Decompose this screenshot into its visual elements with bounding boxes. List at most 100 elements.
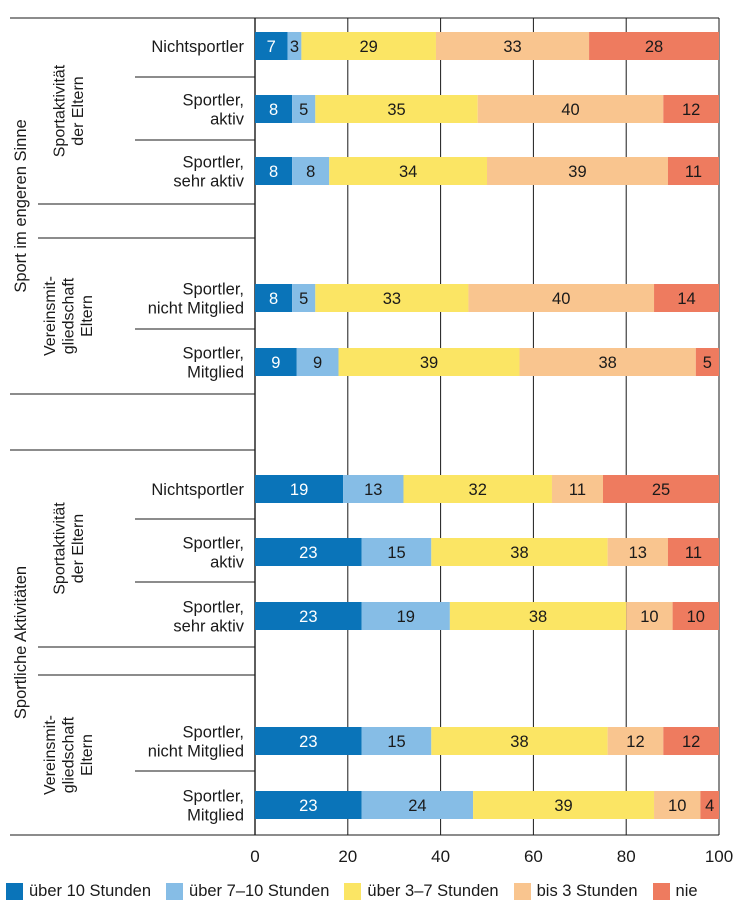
bar-segment bbox=[361, 791, 474, 819]
bar-segment bbox=[672, 602, 719, 630]
data-label: 32 bbox=[469, 481, 487, 499]
row-label: Nichtsportler bbox=[151, 481, 244, 499]
bar-segment bbox=[296, 348, 339, 376]
data-label: 4 bbox=[705, 797, 714, 815]
section-label-line: Sportliche Aktivitäten bbox=[12, 566, 30, 719]
data-label: 9 bbox=[271, 354, 280, 372]
bar-segment bbox=[255, 727, 362, 755]
bar-segment bbox=[255, 602, 362, 630]
bar-segment bbox=[700, 791, 719, 819]
legend-swatch bbox=[166, 882, 184, 900]
group-label-line: Sportaktivität bbox=[51, 502, 68, 595]
data-label: 10 bbox=[687, 608, 705, 626]
stacked-bar-chart: 0 20 40 60 80 100 Sport im engeren Sinne Sporta… bbox=[10, 17, 733, 866]
legend-swatch bbox=[652, 882, 670, 900]
section-label-line: Sport im engeren Sinne bbox=[12, 119, 30, 292]
data-label: 40 bbox=[552, 290, 570, 308]
row-label-line: Sportler, bbox=[183, 534, 244, 552]
legend-swatch bbox=[513, 882, 531, 900]
row-label-line: Sportler, bbox=[183, 280, 244, 298]
data-label: 23 bbox=[299, 608, 317, 626]
row-label: Sportler, sehr aktiv bbox=[173, 598, 244, 635]
bar-segment bbox=[551, 475, 603, 503]
bar-segment bbox=[626, 602, 673, 630]
data-label: 5 bbox=[299, 101, 308, 119]
bar-segment bbox=[477, 95, 664, 123]
row-label-line: Sportler, bbox=[183, 344, 244, 362]
group-label-line: der Eltern bbox=[70, 76, 87, 145]
bar-segment bbox=[292, 284, 316, 312]
row-label-line: nicht Mitglied bbox=[148, 742, 244, 760]
data-label: 33 bbox=[383, 290, 401, 308]
bar-segment bbox=[695, 348, 719, 376]
data-label: 5 bbox=[299, 290, 308, 308]
row-label: Sportler, nicht Mitglied bbox=[148, 723, 244, 760]
bar-segment bbox=[255, 95, 293, 123]
bar-segment bbox=[361, 727, 432, 755]
bar-segment bbox=[292, 157, 330, 185]
bar-segment bbox=[338, 348, 520, 376]
bar-segment bbox=[343, 475, 404, 503]
data-label: 8 bbox=[306, 163, 315, 181]
bar-segment bbox=[255, 538, 362, 566]
bar-segment bbox=[654, 284, 719, 312]
data-label: 8 bbox=[269, 290, 278, 308]
bar-segment bbox=[301, 32, 436, 60]
data-label: 33 bbox=[503, 38, 521, 56]
legend-label: über 7–10 Stunden bbox=[189, 881, 330, 900]
group-label: Sportaktivitätder Eltern bbox=[51, 64, 86, 157]
bar-segment bbox=[468, 284, 655, 312]
data-label: 19 bbox=[290, 481, 308, 499]
data-label: 10 bbox=[640, 608, 658, 626]
bar-segment bbox=[487, 157, 668, 185]
bar-segment bbox=[667, 538, 719, 566]
group-label-line: Vereinsmit- bbox=[42, 276, 59, 356]
bar-segment bbox=[431, 538, 608, 566]
data-label: 14 bbox=[677, 290, 695, 308]
legend-item: bis 3 Stunden bbox=[513, 881, 638, 901]
x-tick-label: 100 bbox=[705, 847, 733, 866]
legend-swatch bbox=[344, 882, 362, 900]
legend-label: über 3–7 Stunden bbox=[367, 881, 499, 900]
bar-segment bbox=[607, 727, 664, 755]
data-label: 23 bbox=[299, 544, 317, 562]
bar-segment bbox=[255, 791, 362, 819]
data-label: 38 bbox=[510, 544, 528, 562]
row-label: Sportler, aktiv bbox=[183, 534, 245, 571]
row-label-line: Sportler, bbox=[183, 787, 244, 805]
data-label: 35 bbox=[387, 101, 405, 119]
row-label-line: Mitglied bbox=[187, 363, 244, 381]
data-label: 11 bbox=[569, 481, 586, 499]
group-label: Vereinsmit-gliedschaftEltern bbox=[42, 715, 96, 795]
bar-segment bbox=[473, 791, 655, 819]
row-label-line: Sportler, bbox=[183, 91, 244, 109]
legend-label: nie bbox=[675, 881, 698, 900]
row-label-line: nicht Mitglied bbox=[148, 299, 244, 317]
bar-segment bbox=[315, 284, 469, 312]
group-label: Vereinsmit-gliedschaftEltern bbox=[42, 276, 96, 356]
group-label-line: der Eltern bbox=[70, 514, 87, 583]
bar-segment bbox=[329, 157, 487, 185]
bar-segment bbox=[667, 157, 719, 185]
row-label-line: Sportler, bbox=[183, 723, 244, 741]
legend-label: über 10 Stunden bbox=[29, 881, 152, 900]
data-label: 23 bbox=[299, 797, 317, 815]
bar-segment bbox=[361, 602, 450, 630]
x-tick-label: 80 bbox=[617, 847, 636, 866]
row-label-line: Nichtsportler bbox=[151, 38, 244, 56]
data-label: 15 bbox=[387, 544, 405, 562]
x-tick-label: 20 bbox=[338, 847, 357, 866]
data-label: 38 bbox=[529, 608, 547, 626]
data-label: 29 bbox=[360, 38, 378, 56]
section-label: Sportliche Aktivitäten bbox=[12, 566, 30, 719]
data-label: 39 bbox=[420, 354, 438, 372]
legend-label: bis 3 Stunden bbox=[536, 881, 638, 900]
row-label-line: aktiv bbox=[210, 553, 245, 571]
row-label-line: sehr aktiv bbox=[173, 172, 244, 190]
data-label: 38 bbox=[510, 733, 528, 751]
bar-segment bbox=[255, 157, 293, 185]
data-label: 11 bbox=[685, 544, 702, 562]
legend-item: über 7–10 Stunden bbox=[166, 882, 329, 901]
row-label: Nichtsportler bbox=[151, 38, 244, 56]
